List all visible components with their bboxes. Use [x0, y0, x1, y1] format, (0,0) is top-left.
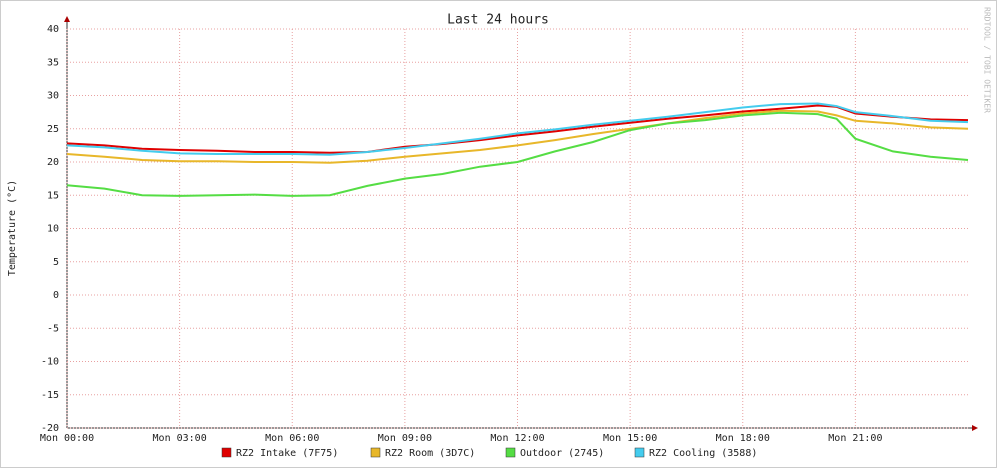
y-tick-label: 15 — [47, 190, 59, 201]
y-tick-label: -5 — [47, 323, 59, 334]
x-tick-label: Mon 12:00 — [490, 433, 544, 444]
x-tick-label: Mon 03:00 — [153, 433, 207, 444]
series-line — [66, 111, 969, 197]
legend-swatch — [634, 447, 645, 458]
x-tick-label: Mon 15:00 — [603, 433, 657, 444]
y-arrow — [64, 16, 70, 22]
y-tick-label: -20 — [41, 423, 59, 434]
watermark: RRDTOOL / TOBI OETIKER — [983, 7, 992, 113]
legend-label: Outdoor (2745) — [520, 448, 604, 459]
legend-swatch — [505, 447, 516, 458]
x-tick-label: Mon 18:00 — [716, 433, 770, 444]
chart-title: Last 24 hours — [447, 13, 549, 28]
x-tick-label: Mon 00:00 — [40, 433, 94, 444]
y-tick-label: 10 — [47, 224, 59, 235]
x-tick-label: Mon 06:00 — [265, 433, 319, 444]
x-tick-label: Mon 21:00 — [828, 433, 882, 444]
y-tick-label: 0 — [53, 290, 59, 301]
y-tick-label: 20 — [47, 157, 59, 168]
x-tick-label: Mon 09:00 — [378, 433, 432, 444]
y-tick-label: -10 — [41, 357, 59, 368]
legend-label: RZ2 Intake (7F75) — [236, 448, 338, 459]
y-tick-label: 5 — [53, 257, 59, 268]
y-axis-label: Temperature (°C) — [7, 180, 18, 276]
x-arrow — [972, 425, 978, 431]
y-tick-label: -15 — [41, 390, 59, 401]
y-tick-label: 30 — [47, 91, 59, 102]
y-tick-label: 25 — [47, 124, 59, 135]
legend-label: RZ2 Room (3D7C) — [385, 448, 475, 459]
series-line — [66, 102, 969, 156]
y-tick-label: 35 — [47, 57, 59, 68]
legend-label: RZ2 Cooling (3588) — [649, 448, 757, 459]
y-tick-label: 40 — [47, 24, 59, 35]
legend-swatch — [221, 447, 232, 458]
series-line — [66, 109, 969, 164]
legend-swatch — [370, 447, 381, 458]
